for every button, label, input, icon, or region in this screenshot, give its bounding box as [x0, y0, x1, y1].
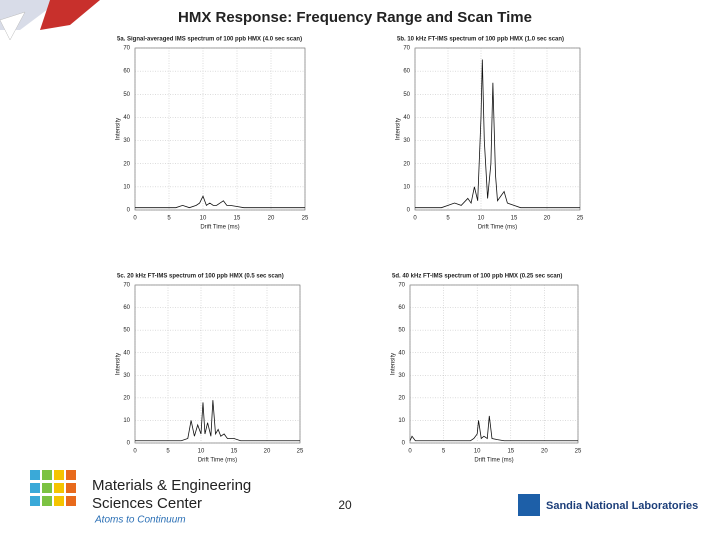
y-tick-label: 0: [402, 441, 406, 447]
x-tick-label: 20: [541, 449, 548, 455]
y-tick-label: 10: [398, 418, 405, 424]
y-axis-label: Intensity: [116, 353, 122, 375]
x-tick-label: 20: [264, 449, 271, 455]
x-tick-label: 10: [478, 216, 485, 222]
x-tick-label: 25: [302, 216, 309, 222]
y-tick-label: 70: [123, 46, 130, 52]
y-tick-label: 50: [403, 92, 410, 98]
y-tick-label: 50: [398, 328, 405, 334]
y-tick-label: 30: [123, 373, 130, 379]
x-tick-label: 0: [133, 216, 137, 222]
x-tick-label: 10: [198, 449, 205, 455]
x-tick-label: 20: [268, 216, 275, 222]
panel-title: 5a. Signal-averaged IMS spectrum of 100 …: [117, 37, 302, 43]
panel-title: 5b. 10 kHz FT-IMS spectrum of 100 ppb HM…: [397, 37, 564, 43]
y-tick-label: 40: [123, 350, 130, 356]
x-tick-label: 5: [166, 449, 170, 455]
x-tick-label: 25: [575, 449, 582, 455]
y-tick-label: 60: [123, 305, 130, 311]
slide-title: HMX Response: Frequency Range and Scan T…: [178, 9, 532, 26]
x-axis-label: Drift Time (ms): [474, 458, 513, 464]
y-tick-label: 30: [123, 138, 130, 144]
org-line: Materials & Engineering: [92, 477, 251, 494]
y-tick-label: 0: [127, 441, 131, 447]
panel-title: 5d. 40 kHz FT-IMS spectrum of 100 ppb HM…: [392, 274, 562, 280]
y-tick-label: 60: [123, 69, 130, 75]
x-tick-label: 5: [167, 216, 171, 222]
lab-logo: [518, 494, 540, 516]
y-tick-label: 20: [403, 161, 410, 167]
spectrum-line: [415, 59, 580, 209]
y-axis-label: Intensity: [116, 118, 122, 140]
y-tick-label: 20: [398, 395, 405, 401]
x-tick-label: 5: [442, 449, 446, 455]
x-tick-label: 0: [133, 449, 137, 455]
x-tick-label: 10: [474, 449, 481, 455]
logo-mesc: [30, 470, 76, 506]
x-axis-label: Drift Time (ms): [478, 225, 517, 231]
y-tick-label: 70: [123, 283, 130, 289]
plot-frame: [134, 284, 301, 444]
y-tick-label: 50: [123, 328, 130, 334]
panel-title: 5c. 20 kHz FT-IMS spectrum of 100 ppb HM…: [117, 274, 284, 280]
x-tick-label: 25: [577, 216, 584, 222]
lab-name: Sandia National Laboratories: [546, 500, 698, 512]
x-axis-label: Drift Time (ms): [198, 458, 237, 464]
page-number: 20: [338, 498, 352, 512]
y-tick-label: 20: [123, 161, 130, 167]
y-tick-label: 10: [403, 184, 410, 190]
x-tick-label: 15: [511, 216, 518, 222]
x-tick-label: 10: [200, 216, 207, 222]
y-tick-label: 50: [123, 92, 130, 98]
plot-frame: [414, 47, 581, 211]
y-tick-label: 60: [403, 69, 410, 75]
plot-frame: [409, 284, 579, 444]
spectrum-line: [135, 195, 305, 209]
y-tick-label: 70: [398, 283, 405, 289]
y-axis-label: Intensity: [396, 118, 402, 140]
x-tick-label: 25: [297, 449, 304, 455]
tagline: Atoms to Continuum: [94, 515, 186, 526]
y-tick-label: 40: [123, 115, 130, 121]
x-axis-label: Drift Time (ms): [200, 225, 239, 231]
flag-decoration: [0, 0, 100, 41]
x-tick-label: 15: [234, 216, 241, 222]
y-tick-label: 10: [123, 184, 130, 190]
x-tick-label: 0: [413, 216, 417, 222]
y-tick-label: 0: [127, 208, 131, 214]
spectrum-line: [135, 400, 300, 442]
org-line: Sciences Center: [92, 495, 202, 512]
y-axis-label: Intensity: [391, 353, 397, 375]
x-tick-label: 5: [446, 216, 450, 222]
plot-frame: [134, 47, 306, 211]
y-tick-label: 10: [123, 418, 130, 424]
y-tick-label: 40: [398, 350, 405, 356]
y-tick-label: 0: [407, 208, 411, 214]
y-tick-label: 60: [398, 305, 405, 311]
y-tick-label: 30: [403, 138, 410, 144]
y-tick-label: 40: [403, 115, 410, 121]
x-tick-label: 0: [408, 449, 412, 455]
x-tick-label: 15: [231, 449, 238, 455]
spectrum-line: [409, 415, 578, 442]
y-tick-label: 30: [398, 373, 405, 379]
y-tick-label: 70: [403, 46, 410, 52]
x-tick-label: 15: [507, 449, 514, 455]
y-tick-label: 20: [123, 395, 130, 401]
x-tick-label: 20: [544, 216, 551, 222]
